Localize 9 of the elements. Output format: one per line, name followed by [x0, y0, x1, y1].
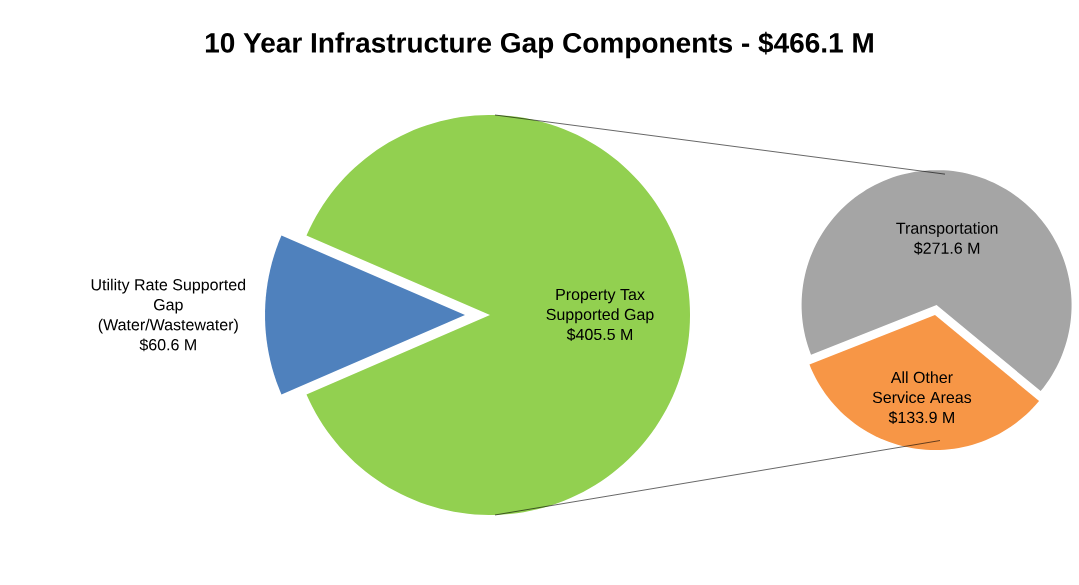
slice-label: Property Tax Supported Gap	[546, 288, 654, 324]
data-label: $133.9 M	[888, 411, 954, 425]
data-label: $271.6 M	[913, 241, 980, 255]
data-label: $405.5 M	[566, 328, 633, 342]
slice-label: All Other Service Areas	[872, 371, 972, 404]
data-label: $60.6 M	[139, 338, 196, 352]
chart-title: 10 Year Infrastructure Gap Components - $466.1 M	[205, 31, 873, 59]
slice-label: Utility Rate Supported Gap (Water/Wastewater)	[91, 278, 246, 334]
slice-label: Transportation	[896, 222, 998, 238]
